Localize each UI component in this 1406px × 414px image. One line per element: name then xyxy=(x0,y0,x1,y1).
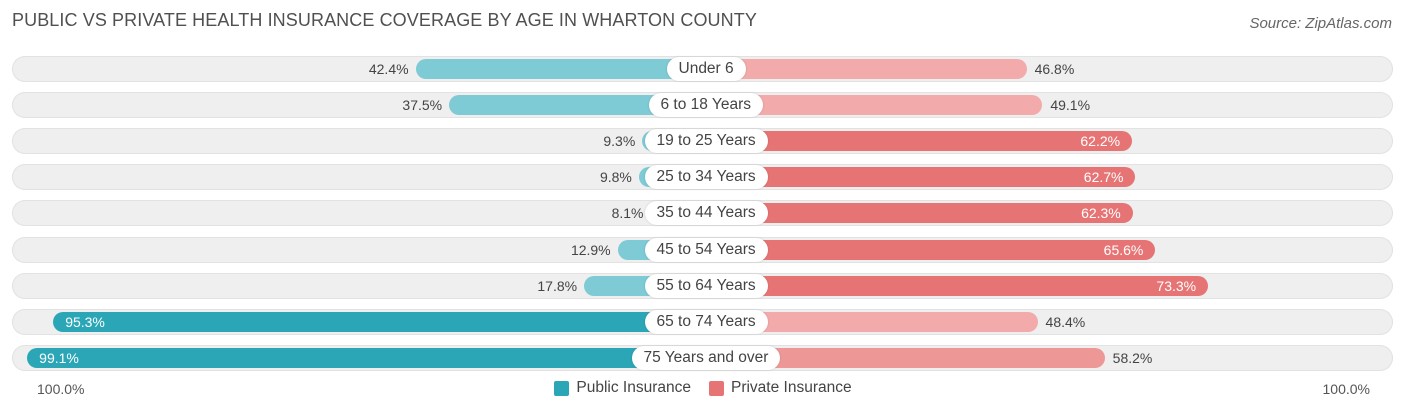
bar-public[interactable] xyxy=(53,311,706,332)
legend: Public Insurance Private Insurance xyxy=(0,379,1406,397)
value-label-public: 9.8% xyxy=(599,169,632,186)
value-label-private: 62.2% xyxy=(1080,133,1121,150)
value-label-private: 48.4% xyxy=(1045,313,1086,330)
value-label-public: 12.9% xyxy=(570,241,611,258)
value-label-private: 65.6% xyxy=(1103,241,1144,258)
value-label-public: 9.3% xyxy=(603,133,636,150)
value-label-public: 37.5% xyxy=(402,97,443,114)
legend-label-private: Private Insurance xyxy=(730,379,852,396)
value-label-private: 62.3% xyxy=(1081,205,1121,222)
category-label: Under 6 xyxy=(666,57,746,81)
category-label: 25 to 34 Years xyxy=(644,165,768,190)
bar-private[interactable] xyxy=(706,239,1156,260)
chart-title: PUBLIC VS PRIVATE HEALTH INSURANCE COVER… xyxy=(12,10,757,30)
value-label-private: 49.1% xyxy=(1050,97,1091,114)
bar-private[interactable] xyxy=(706,311,1038,332)
category-label: 75 Years and over xyxy=(631,345,781,370)
legend-label-public: Public Insurance xyxy=(576,379,691,396)
value-label-public: 17.8% xyxy=(537,277,578,294)
value-label-private: 58.2% xyxy=(1112,349,1153,366)
source-label: Source: ZipAtlas.com xyxy=(1249,15,1392,32)
bar-public[interactable] xyxy=(449,95,706,116)
legend-swatch-public xyxy=(554,380,570,396)
bar-public[interactable] xyxy=(415,59,706,79)
legend-item-public[interactable]: Public Insurance xyxy=(554,379,691,397)
value-label-private: 62.7% xyxy=(1083,169,1124,186)
bar-private[interactable] xyxy=(706,95,1043,116)
value-label-public: 99.1% xyxy=(39,349,79,366)
bar-private[interactable] xyxy=(706,167,1136,188)
category-label: 65 to 74 Years xyxy=(644,309,768,334)
bar-private[interactable] xyxy=(706,131,1133,152)
category-label: 35 to 44 Years xyxy=(644,201,768,226)
axis-right-label: 100.0% xyxy=(1322,381,1370,397)
value-label-private: 46.8% xyxy=(1034,61,1075,77)
bar-public[interactable] xyxy=(27,347,706,368)
value-label-private: 73.3% xyxy=(1156,277,1197,294)
axis-left-label: 100.0% xyxy=(37,381,85,397)
category-label: 55 to 64 Years xyxy=(644,273,768,298)
bar-private[interactable] xyxy=(706,347,1105,368)
category-label: 45 to 54 Years xyxy=(644,237,768,262)
value-label-public: 95.3% xyxy=(65,313,105,330)
bar-private[interactable] xyxy=(706,275,1209,296)
legend-item-private[interactable]: Private Insurance xyxy=(708,379,852,397)
bar-private[interactable] xyxy=(706,203,1133,224)
legend-swatch-private xyxy=(708,380,724,396)
value-label-public: 42.4% xyxy=(368,61,409,77)
bar-private[interactable] xyxy=(706,59,1027,79)
category-label: 19 to 25 Years xyxy=(644,129,768,154)
category-label: 6 to 18 Years xyxy=(648,93,763,118)
value-label-public: 8.1% xyxy=(611,205,644,222)
